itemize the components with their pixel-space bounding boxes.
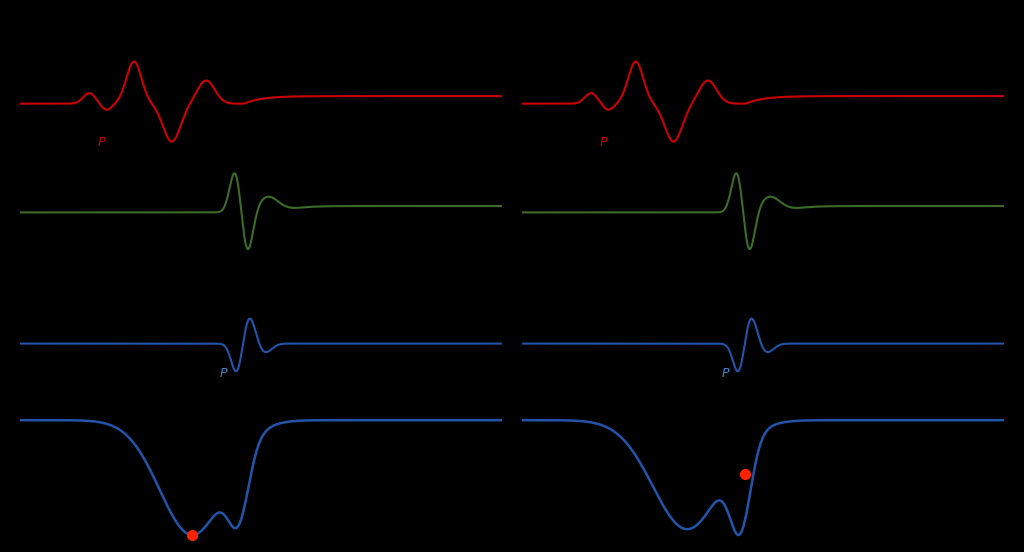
Text: P: P (722, 367, 729, 380)
Text: P: P (98, 136, 105, 148)
Text: P: P (600, 136, 607, 148)
Text: P: P (220, 367, 227, 380)
